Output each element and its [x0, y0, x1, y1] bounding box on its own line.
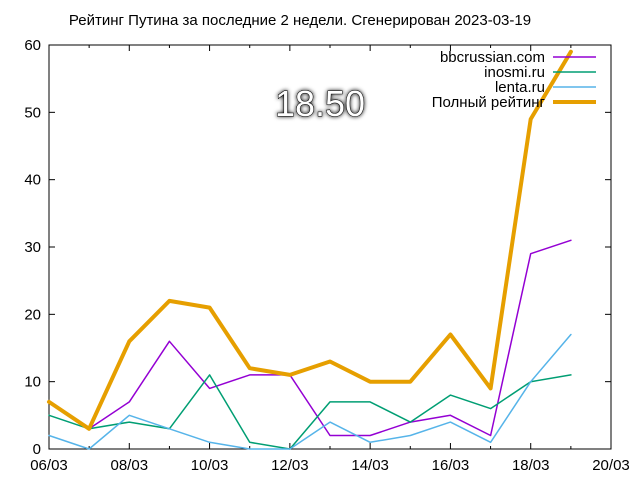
y-tick-label: 10 — [24, 374, 41, 391]
y-tick-label: 50 — [24, 104, 41, 121]
x-tick-label: 18/03 — [512, 457, 550, 474]
series-layer — [47, 49, 573, 450]
y-tick-label: 0 — [33, 441, 41, 458]
series-line-4 — [47, 49, 573, 431]
legend-label: Полный рейтинг — [432, 94, 546, 111]
series-line-2 — [48, 374, 572, 450]
x-tick-label: 16/03 — [432, 457, 470, 474]
chart-title: Рейтинг Путина за последние 2 недели. Сг… — [69, 12, 531, 29]
x-tick-label: 14/03 — [351, 457, 389, 474]
series-line-3 — [48, 333, 572, 450]
y-tick-label: 20 — [24, 306, 41, 323]
x-tick-label: 10/03 — [191, 457, 229, 474]
legend-label: inosmi.ru — [484, 64, 545, 81]
y-tick-label: 40 — [24, 172, 41, 189]
x-tick-label: 20/03 — [592, 457, 630, 474]
x-tick-label: 06/03 — [30, 457, 68, 474]
x-tick-label: 08/03 — [111, 457, 149, 474]
y-tick-label: 30 — [24, 239, 41, 256]
y-axis: 0 10 20 30 40 50 60 — [24, 37, 611, 458]
legend-label: bbcrussian.com — [440, 49, 545, 66]
overlay-value: 18.50 — [275, 83, 365, 124]
x-tick-label: 12/03 — [271, 457, 309, 474]
x-axis: 06/03 08/03 10/03 12/03 14/03 16/03 18/03 20/03 — [30, 45, 630, 474]
legend-label: lenta.ru — [495, 79, 545, 96]
y-tick-label: 60 — [24, 37, 41, 54]
series-line-1 — [48, 239, 572, 437]
